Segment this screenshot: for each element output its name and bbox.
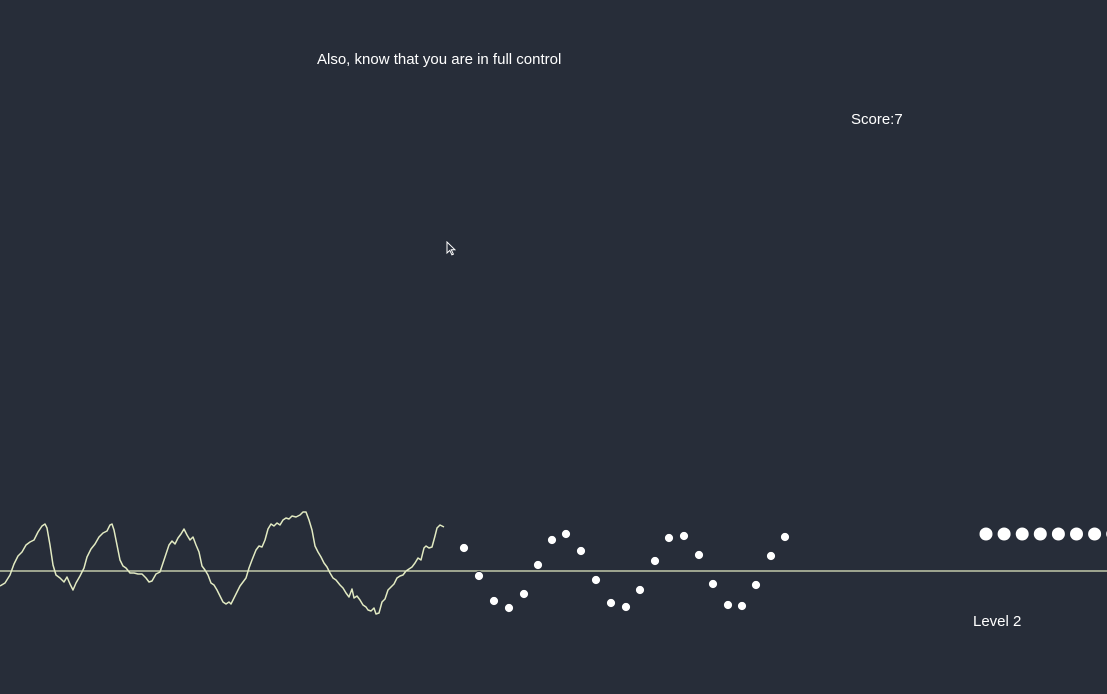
target-dot-icon: [707, 578, 719, 590]
target-dot-icon: [546, 534, 558, 546]
target-dot-icon: [693, 549, 705, 561]
score-value: 7: [894, 111, 903, 128]
target-dot-icon: [560, 528, 572, 540]
target-dot-icon: [503, 602, 515, 614]
target-dot-icon: [663, 532, 675, 544]
score-display: Score:7: [851, 111, 903, 128]
target-dot-icon: [518, 588, 530, 600]
life-dot-icon: [1069, 526, 1084, 542]
score-label: Score:: [851, 111, 895, 128]
target-dot-icon: [649, 555, 661, 567]
target-dot-icon: [678, 530, 690, 542]
mouse-pointer-icon: [446, 241, 456, 256]
target-dot-icon: [605, 597, 617, 609]
life-dot-icon: [996, 526, 1012, 542]
target-dot-icon: [750, 579, 762, 591]
target-dot-icon: [488, 595, 500, 607]
lives-indicator: [978, 526, 1107, 542]
target-dots: [458, 528, 791, 614]
target-dot-icon: [736, 600, 748, 612]
instruction-text: Also, know that you are in full control: [317, 51, 562, 68]
player-wave-trace: [0, 511, 445, 615]
target-dot-icon: [458, 542, 470, 554]
life-dot-icon: [978, 526, 994, 542]
target-dot-icon: [634, 584, 646, 596]
target-dot-icon: [575, 545, 587, 557]
target-dot-icon: [765, 550, 777, 562]
life-dot-icon: [1050, 526, 1066, 542]
target-dot-icon: [473, 570, 485, 582]
life-dot-icon: [1032, 526, 1048, 542]
target-dot-icon: [620, 601, 632, 613]
life-dot-icon: [1087, 526, 1103, 542]
target-dot-icon: [590, 574, 602, 586]
target-dot-icon: [779, 531, 791, 543]
life-dot-icon: [1014, 526, 1030, 542]
level-indicator: Level 2: [973, 613, 1022, 630]
target-dot-icon: [532, 559, 544, 571]
target-dot-icon: [722, 599, 734, 611]
